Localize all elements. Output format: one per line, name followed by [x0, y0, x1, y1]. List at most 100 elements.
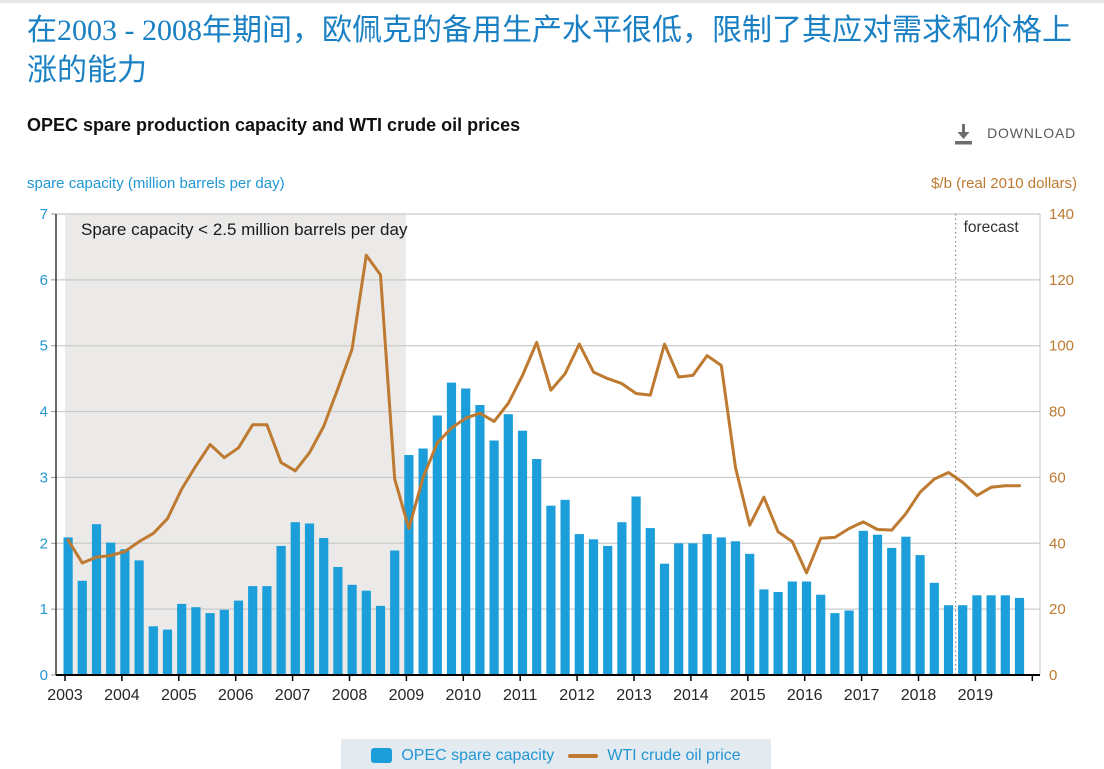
- spare-capacity-bar: [517, 430, 528, 675]
- spare-capacity-bar: [730, 541, 741, 675]
- legend-bar-label: OPEC spare capacity: [401, 746, 555, 764]
- chart-legend: OPEC spare capacity WTI crude oil price: [341, 739, 771, 769]
- spare-capacity-bar: [929, 582, 939, 675]
- spare-capacity-bar: [418, 448, 428, 675]
- spare-capacity-bar: [901, 536, 911, 675]
- x-axis-tick: 2003: [47, 687, 83, 704]
- spare-capacity-bar: [801, 581, 812, 675]
- right-axis-tick: 140: [1049, 206, 1074, 223]
- spare-capacity-bar: [560, 499, 570, 675]
- right-axis-tick: 120: [1049, 272, 1074, 289]
- spare-capacity-bar: [432, 415, 442, 675]
- wti-price-line: [66, 253, 1021, 575]
- legend-item-bars: OPEC spare capacity: [371, 747, 554, 765]
- x-axis-tick: 2011: [503, 687, 538, 704]
- left-axis-tick: 1: [40, 601, 48, 618]
- headline-chinese: 在2003 - 2008年期间，欧佩克的备用生产水平很低，限制了其应对需求和价格…: [27, 14, 1072, 87]
- axis-titles-row: spare capacity (million barrels per day)…: [27, 175, 1077, 192]
- x-axis-tick: 2005: [161, 687, 197, 704]
- spare-capacity-bar: [248, 586, 258, 675]
- right-axis-title: $/b (real 2010 dollars): [931, 175, 1077, 192]
- download-icon: [951, 121, 975, 145]
- x-axis-tick: 2012: [559, 687, 595, 704]
- spare-capacity-bar: [532, 459, 542, 675]
- spare-capacity-bar: [617, 522, 627, 675]
- x-axis-tick: 2013: [616, 687, 652, 704]
- left-axis-tick: 0: [40, 667, 48, 684]
- spare-capacity-bar: [63, 537, 73, 675]
- spare-capacity-bar: [375, 605, 386, 675]
- spare-capacity-bar: [162, 629, 173, 675]
- spare-capacity-bar: [972, 595, 982, 675]
- spare-capacity-bar: [461, 388, 471, 675]
- spare-capacity-bar: [91, 524, 102, 675]
- spare-capacity-bar: [588, 539, 599, 675]
- spare-capacity-bar: [77, 580, 87, 675]
- spare-capacity-bar: [503, 414, 513, 675]
- spare-capacity-bar: [816, 594, 826, 675]
- right-axis-tick: 80: [1049, 404, 1066, 421]
- right-axis-tick: 100: [1049, 338, 1074, 355]
- spare-capacity-bar: [361, 590, 371, 675]
- spare-capacity-bar: [631, 496, 641, 675]
- spare-capacity-bar: [219, 609, 229, 675]
- x-axis-tick: 2019: [958, 687, 994, 704]
- spare-capacity-bar: [205, 613, 215, 675]
- spare-capacity-bar: [489, 440, 499, 675]
- x-axis-tick: 2006: [218, 687, 254, 704]
- x-axis-tick: 2010: [446, 687, 482, 704]
- spare-capacity-bar: [745, 553, 755, 675]
- download-button[interactable]: DOWNLOAD: [951, 121, 1076, 145]
- bar-swatch-icon: [371, 748, 393, 763]
- spare-capacity-bar: [773, 592, 783, 675]
- chart-title: OPEC spare production capacity and WTI c…: [27, 115, 521, 135]
- spare-capacity-bar: [148, 626, 158, 675]
- forecast-label: forecast: [964, 219, 1020, 236]
- spare-capacity-bar: [319, 538, 329, 675]
- spare-capacity-bar: [574, 534, 584, 675]
- spare-capacity-bar: [674, 543, 684, 675]
- x-axis-tick: 2007: [275, 687, 311, 704]
- line-swatch-icon: [568, 753, 599, 758]
- spare-capacity-bar: [887, 547, 897, 675]
- spare-capacity-bar: [958, 605, 968, 675]
- left-axis-tick: 3: [40, 469, 48, 486]
- spare-capacity-bar: [446, 382, 457, 675]
- x-axis-tick: 2004: [104, 687, 140, 704]
- left-axis-tick: 6: [40, 272, 48, 289]
- x-axis-tick: 2018: [901, 687, 937, 704]
- spare-capacity-bar: [333, 567, 343, 675]
- legend-item-line: WTI crude oil price: [568, 747, 741, 765]
- x-axis-tick: 2008: [332, 687, 368, 704]
- spare-capacity-bar: [645, 528, 655, 675]
- spare-capacity-bar: [546, 505, 556, 675]
- spare-capacity-bar: [106, 542, 116, 675]
- x-axis-tick: 2016: [787, 687, 823, 704]
- x-axis-tick: 2015: [730, 687, 766, 704]
- spare-capacity-bar: [191, 607, 201, 675]
- left-axis-tick: 7: [40, 206, 48, 223]
- x-axis-tick: 2009: [389, 687, 425, 704]
- spare-capacity-bar: [986, 595, 996, 675]
- spare-capacity-bar: [134, 560, 144, 675]
- x-axis-tick: 2017: [844, 687, 880, 704]
- spare-capacity-bar: [844, 610, 854, 675]
- spare-capacity-bar: [943, 605, 954, 675]
- spare-capacity-bar: [688, 543, 698, 675]
- spare-capacity-bar: [177, 603, 187, 675]
- spare-capacity-bar: [603, 545, 613, 675]
- chart-area: 0 0 1 20 2 40 3 60 4 80 5 100 6 120 7 140 2003 2004 2005 20…: [0, 198, 1104, 713]
- right-axis-tick: 20: [1049, 601, 1066, 618]
- spare-capacity-bar: [830, 613, 840, 675]
- spare-capacity-bar: [120, 549, 130, 675]
- spare-capacity-bar: [1000, 595, 1010, 675]
- spare-capacity-bar: [233, 600, 244, 675]
- left-axis-tick: 2: [40, 535, 48, 552]
- spare-capacity-bar: [1014, 597, 1025, 675]
- spare-capacity-bar: [276, 545, 286, 675]
- spare-capacity-bar: [759, 589, 769, 675]
- spare-capacity-bar: [404, 455, 414, 675]
- spare-capacity-bar: [390, 550, 400, 675]
